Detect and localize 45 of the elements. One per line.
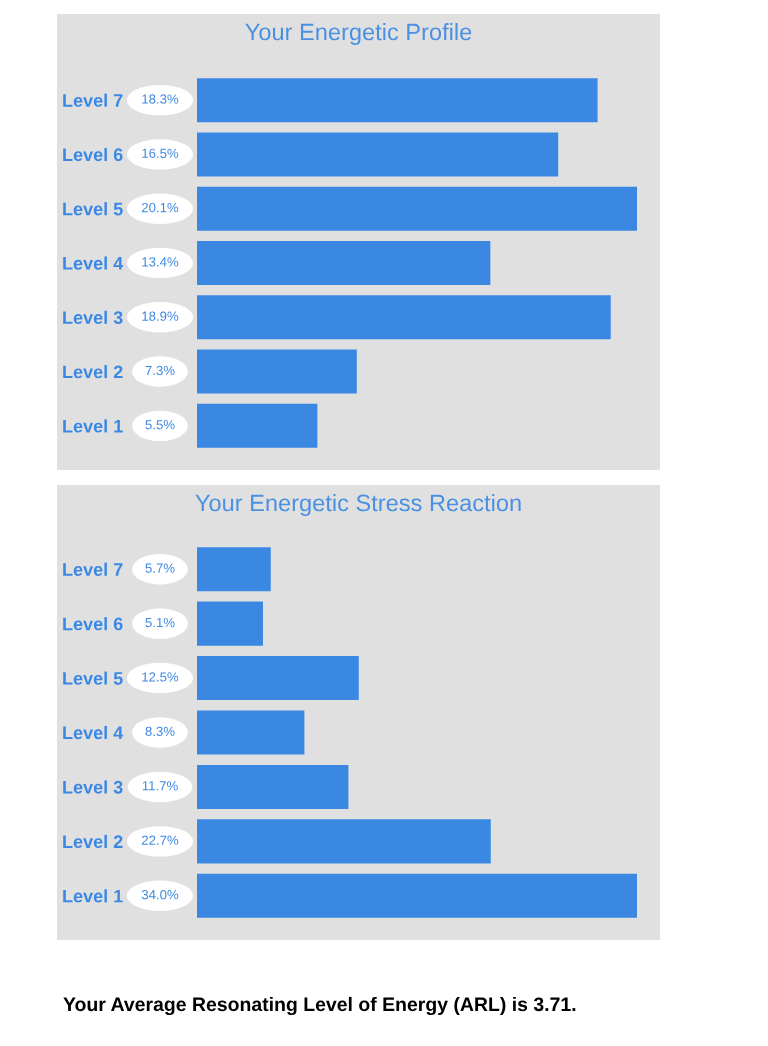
y-tick-label: Level 5	[63, 202, 123, 216]
data-label: 5.1%	[145, 617, 175, 628]
data-label: 5.5%	[145, 420, 175, 430]
bar	[197, 349, 357, 394]
bar	[197, 295, 611, 340]
y-tick-label: Level 7	[63, 562, 123, 576]
y-tick-label: Level 4	[63, 256, 124, 270]
bar	[197, 873, 637, 918]
y-tick-label: Level 5	[63, 671, 123, 685]
chart-title: Your Energetic Profile	[245, 23, 472, 46]
data-label: 5.7%	[145, 563, 175, 573]
chart-title: Your Energetic Stress Reaction	[195, 493, 521, 517]
data-label: 18.9%	[142, 311, 179, 321]
y-tick-label: Level 2	[63, 834, 123, 849]
y-tick-label: Level 1	[63, 419, 123, 433]
data-label: 8.3%	[145, 726, 175, 737]
bar	[197, 764, 349, 809]
bar	[197, 656, 359, 701]
data-label: 12.5%	[142, 672, 179, 682]
data-label: 34.0%	[141, 889, 179, 900]
data-label: 18.3%	[142, 94, 179, 104]
y-tick-label: Level 7	[63, 93, 123, 107]
data-label: 13.4%	[142, 257, 179, 267]
data-label: 20.1%	[141, 202, 179, 213]
bar	[197, 186, 637, 231]
bar	[197, 819, 491, 864]
bar	[197, 241, 491, 285]
y-tick-label: Level 4	[63, 725, 124, 740]
bar	[197, 132, 559, 177]
bar	[197, 547, 271, 592]
y-tick-label: Level 2	[63, 365, 123, 379]
data-label: 7.3%	[145, 365, 175, 376]
text: Your Average Resonating Level of Energy (ARL) is 3.71.	[63, 996, 576, 1016]
bar	[197, 601, 263, 646]
y-tick-label: Level 6	[63, 147, 123, 162]
y-tick-label: Level 6	[63, 617, 123, 631]
bar	[197, 710, 305, 755]
y-tick-label: Level 1	[63, 889, 123, 903]
data-label: 22.7%	[141, 835, 179, 845]
y-tick-label: Level 3	[63, 780, 123, 794]
data-label: 11.7%	[142, 781, 178, 791]
bar	[197, 403, 318, 448]
bar	[197, 78, 598, 123]
data-label: 16.5%	[142, 148, 179, 158]
y-tick-label: Level 3	[63, 310, 123, 325]
